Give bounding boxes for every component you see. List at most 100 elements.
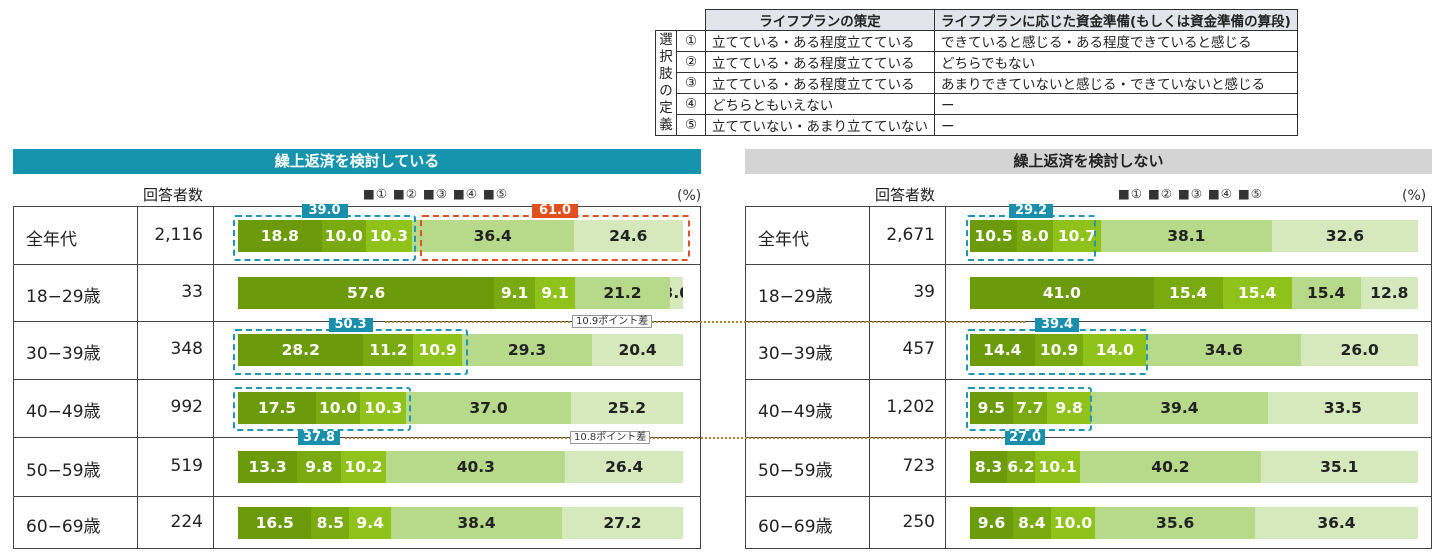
- bar-segment-2: 8.4: [1013, 507, 1051, 539]
- bar-segment-3: 10.3: [366, 219, 412, 252]
- diff-arrow-50s: [345, 437, 1003, 439]
- bar-segment-5: 32.6: [1271, 219, 1418, 252]
- bar-segment-3: 10.2: [340, 450, 387, 483]
- unit-label: (%): [1402, 188, 1427, 204]
- bar-segment-1: 13.3: [238, 450, 298, 483]
- diff-label-50s: 10.8ポイント差: [570, 431, 651, 444]
- respondent-count: 2,671: [886, 224, 935, 245]
- panel-title-not-considering: 繰上返済を検討しない: [745, 149, 1432, 174]
- bar-segment-5: 27.2: [561, 507, 683, 539]
- respondent-count: 39: [913, 281, 935, 302]
- definition-fund: ー: [934, 93, 1298, 115]
- bar-segment-3: 14.0: [1083, 334, 1147, 366]
- diff-label-30s: 10.9ポイント差: [572, 315, 653, 328]
- legend: ■① ■② ■③ ■④ ■⑤: [1118, 186, 1263, 201]
- bar-segment-4: 40.3: [386, 450, 566, 483]
- sum-tag: 61.0: [532, 204, 578, 218]
- bar-segment-1: 9.6: [970, 507, 1013, 539]
- definition-fund: できていると感じる・ある程度できていると感じる: [934, 30, 1298, 52]
- count-header: 回答者数: [875, 186, 936, 204]
- bar-segment-1: 8.3: [970, 450, 1008, 483]
- stacked-bar: 8.3 6.2 10.1 40.2 35.1: [970, 450, 1418, 483]
- age-label: 40−49歳: [26, 402, 101, 422]
- column-divider: [213, 207, 214, 548]
- definition-col-plan: ライフプランの策定: [705, 9, 935, 31]
- bar-segment-3: 9.1: [534, 276, 576, 309]
- bar-segment-5: 26.0: [1301, 334, 1418, 366]
- definition-plan: 立てている・ある程度立てている: [705, 72, 935, 94]
- bar-segment-5: 35.1: [1260, 450, 1418, 483]
- bar-segment-2: 10.0: [321, 219, 367, 252]
- stacked-bar: 9.6 8.4 10.0 35.6 36.4: [970, 507, 1418, 539]
- definition-fund: あまりできていないと感じる・できていないと感じる: [934, 72, 1298, 94]
- age-label: 30−39歳: [26, 344, 101, 364]
- respondent-count: 33: [181, 281, 203, 302]
- definition-num: ②: [676, 51, 706, 73]
- respondent-count: 224: [170, 512, 203, 532]
- bar-segment-2: 9.1: [494, 276, 535, 309]
- bar-segment-1: 14.4: [970, 334, 1035, 366]
- bar-segment-4: 40.2: [1080, 450, 1261, 483]
- definition-plan: 立てていない・あまり立てていない: [705, 114, 935, 136]
- sum-tag: 29.2: [1009, 204, 1053, 218]
- stacked-bar: 57.69.19.121.23.0: [238, 276, 683, 309]
- definition-plan: 立てている・ある程度立てている: [705, 30, 935, 52]
- bar-segment-2: 15.4: [1153, 276, 1223, 309]
- row-divider: [746, 321, 1431, 322]
- bar-segment-4: 38.4: [391, 507, 562, 539]
- bar-segment-3: 10.7: [1052, 219, 1101, 252]
- bar-segment-2: 7.7: [1012, 392, 1048, 424]
- definition-num: ③: [676, 72, 706, 94]
- bar-segment-5: 12.8: [1360, 276, 1418, 309]
- column-divider: [945, 207, 946, 548]
- respondent-count: 992: [170, 397, 203, 417]
- bar-segment-2: 10.9: [1034, 334, 1084, 366]
- highlight-box: [966, 215, 1096, 261]
- bar-segment-5: 20.4: [592, 334, 683, 366]
- highlight-box: [233, 387, 411, 431]
- bar-segment-4: 39.4: [1091, 392, 1268, 424]
- age-label: 全年代: [26, 229, 77, 250]
- bar-segment-2: 8.5: [311, 507, 350, 539]
- respondent-count: 2,116: [154, 224, 203, 245]
- sum-tag: 39.4: [1035, 318, 1079, 332]
- stacked-bar: 16.5 8.5 9.4 38.4 27.2: [238, 507, 683, 539]
- row-divider: [14, 496, 700, 497]
- row-divider: [746, 264, 1431, 265]
- stacked-bar: 14.4 10.9 14.0 34.6 26.0: [970, 334, 1418, 366]
- row-divider: [14, 264, 700, 265]
- respondent-count: 250: [902, 512, 935, 532]
- bar-segment-5: 24.6: [573, 219, 683, 252]
- legend-label: ■① ■② ■③ ■④ ■⑤: [363, 186, 508, 201]
- bar-segment-1: 16.5: [238, 507, 312, 539]
- bar-segment-4: 36.4: [411, 219, 574, 252]
- bar-segment-1: 18.8: [238, 219, 322, 252]
- bar-segment-2: 6.2: [1007, 450, 1036, 483]
- bar-segment-2: 11.2: [363, 334, 414, 366]
- legend: ■① ■② ■③ ■④ ■⑤: [363, 186, 508, 201]
- definition-num: ①: [676, 30, 706, 52]
- respondent-count: 457: [902, 339, 935, 359]
- row-divider: [746, 379, 1431, 380]
- bar-segment-3: 9.8: [1047, 392, 1092, 424]
- bar-segment-4: 35.6: [1095, 507, 1255, 539]
- bar-segment-4: 29.3: [461, 334, 593, 366]
- sum-tag: 27.0: [1005, 431, 1045, 445]
- bar-segment-2: 9.8: [297, 450, 341, 483]
- respondent-count: 723: [902, 455, 935, 476]
- definition-plan: どちらともいえない: [705, 93, 935, 115]
- sum-tag: 39.0: [301, 204, 348, 218]
- stacked-bar: 13.3 9.8 10.2 40.3 26.4: [238, 450, 683, 483]
- bar-segment-1: 17.5: [238, 392, 316, 424]
- highlight-box: [966, 329, 1148, 375]
- bar-segment-4: 15.4: [1291, 276, 1361, 309]
- bar-segment-5: 25.2: [570, 392, 683, 424]
- row-divider: [746, 496, 1431, 497]
- highlight-box: [233, 215, 416, 261]
- bar-segment-1: 28.2: [238, 334, 364, 366]
- bar-segment-3: 10.0: [1050, 507, 1096, 539]
- age-label: 18−29歳: [26, 286, 101, 307]
- age-label: 全年代: [758, 229, 809, 250]
- bar-segment-4: 37.0: [406, 392, 571, 424]
- bar-segment-5: 33.5: [1267, 392, 1418, 424]
